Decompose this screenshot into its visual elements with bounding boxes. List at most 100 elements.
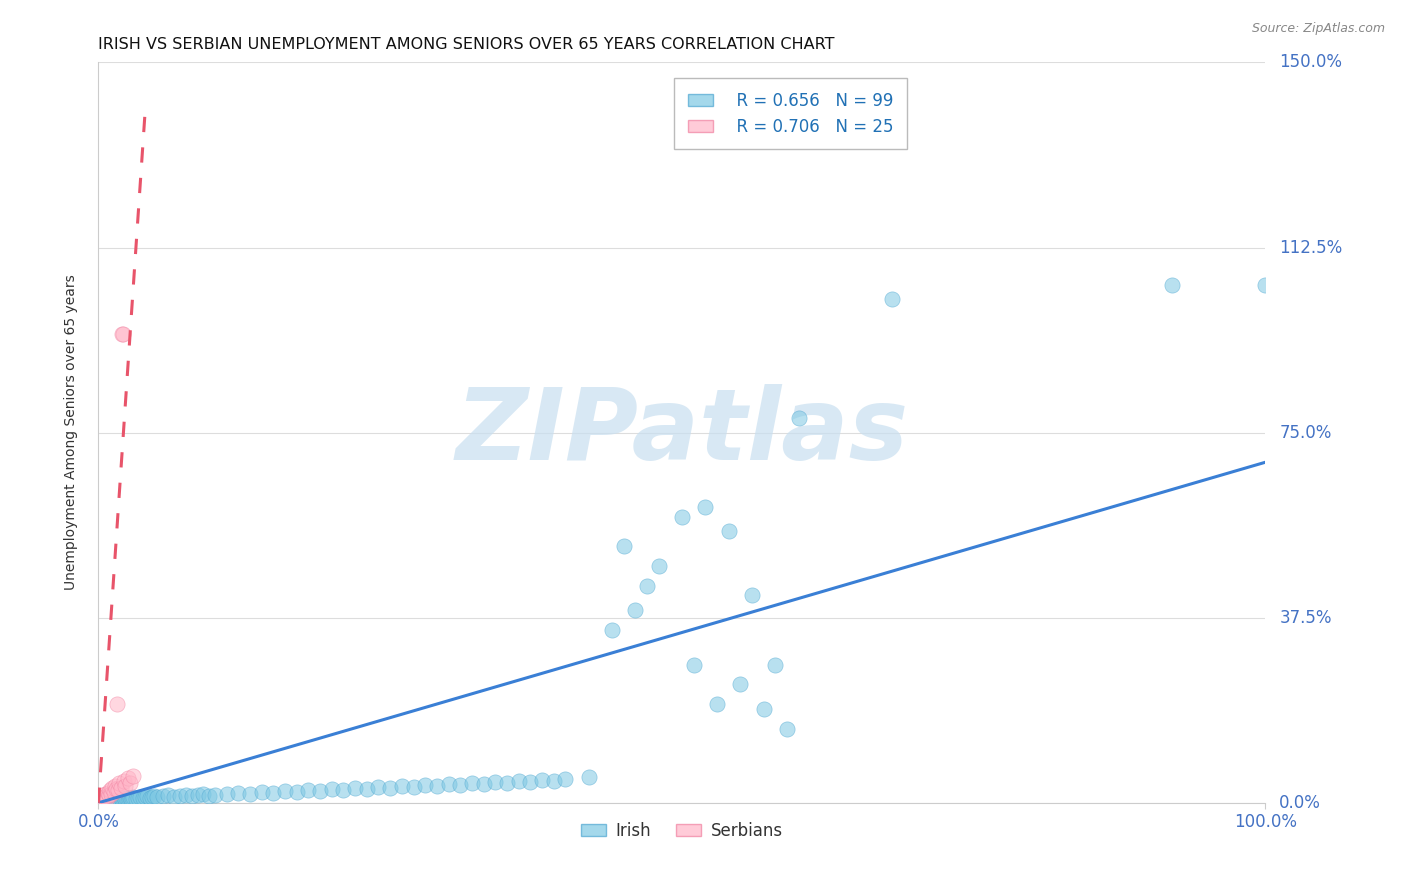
Point	[204, 788, 226, 802]
Point	[108, 792, 131, 806]
Point	[118, 776, 141, 790]
Point	[600, 623, 623, 637]
Point	[122, 769, 145, 783]
Point	[91, 789, 114, 803]
Point	[508, 774, 530, 789]
Point	[174, 788, 197, 802]
Point	[110, 791, 132, 805]
Point	[297, 783, 319, 797]
Point	[94, 793, 117, 807]
Point	[117, 793, 139, 807]
Point	[776, 722, 799, 736]
Point	[136, 789, 159, 804]
Point	[100, 787, 122, 801]
Point	[90, 792, 112, 806]
Point	[125, 792, 148, 806]
Point	[239, 787, 262, 801]
Point	[554, 772, 576, 786]
Point	[332, 783, 354, 797]
Point	[682, 657, 704, 672]
Point	[105, 792, 128, 806]
Point	[121, 791, 143, 805]
Point	[143, 789, 166, 803]
Point	[741, 589, 763, 603]
Point	[671, 509, 693, 524]
Text: 150.0%: 150.0%	[1279, 54, 1343, 71]
Point	[98, 792, 121, 806]
Point	[100, 793, 122, 807]
Point	[169, 789, 191, 803]
Point	[108, 776, 131, 790]
Text: Source: ZipAtlas.com: Source: ZipAtlas.com	[1251, 22, 1385, 36]
Point	[402, 780, 425, 794]
Point	[111, 326, 134, 341]
Point	[118, 790, 141, 805]
Point	[117, 771, 139, 785]
Point	[90, 790, 112, 805]
Point	[141, 789, 163, 804]
Point	[496, 776, 519, 790]
Point	[461, 776, 484, 790]
Point	[111, 793, 134, 807]
Point	[94, 787, 117, 801]
Point	[413, 778, 436, 792]
Point	[380, 780, 402, 795]
Text: 0.0%: 0.0%	[1279, 794, 1322, 812]
Point	[152, 789, 174, 804]
Text: 75.0%: 75.0%	[1279, 424, 1331, 442]
Point	[91, 793, 114, 807]
Point	[187, 789, 209, 803]
Point	[215, 787, 238, 801]
Point	[730, 677, 752, 691]
Point	[636, 579, 658, 593]
Point	[274, 784, 297, 798]
Point	[578, 770, 600, 784]
Y-axis label: Unemployment Among Seniors over 65 years: Unemployment Among Seniors over 65 years	[63, 275, 77, 591]
Point	[97, 789, 120, 803]
Point	[114, 779, 136, 793]
Point	[1254, 277, 1277, 292]
Point	[321, 782, 343, 797]
Point	[93, 792, 115, 806]
Point	[110, 780, 132, 795]
Point	[624, 603, 647, 617]
Point	[139, 790, 162, 805]
Point	[391, 779, 413, 793]
Point	[367, 780, 389, 794]
Point	[118, 792, 141, 806]
Point	[129, 789, 152, 804]
Point	[96, 790, 118, 805]
Point	[93, 789, 115, 804]
Point	[198, 789, 221, 803]
Point	[647, 558, 669, 573]
Point	[519, 775, 541, 789]
Point	[98, 783, 121, 797]
Point	[104, 793, 127, 807]
Point	[530, 773, 553, 788]
Point	[717, 524, 740, 539]
Point	[262, 786, 284, 800]
Point	[157, 789, 180, 803]
Point	[114, 792, 136, 806]
Point	[90, 793, 112, 807]
Point	[97, 792, 120, 806]
Point	[285, 785, 308, 799]
Point	[146, 790, 169, 805]
Point	[122, 790, 145, 805]
Point	[104, 782, 127, 797]
Text: ZIPatlas: ZIPatlas	[456, 384, 908, 481]
Point	[97, 793, 120, 807]
Point	[787, 410, 810, 425]
Point	[103, 785, 125, 799]
Text: 37.5%: 37.5%	[1279, 608, 1331, 627]
Point	[103, 793, 125, 807]
Point	[115, 791, 138, 805]
Point	[105, 697, 128, 711]
Point	[101, 780, 124, 795]
Point	[613, 539, 636, 553]
Point	[356, 782, 378, 797]
Point	[101, 792, 124, 806]
Point	[437, 777, 460, 791]
Point	[163, 789, 186, 804]
Point	[104, 779, 127, 793]
